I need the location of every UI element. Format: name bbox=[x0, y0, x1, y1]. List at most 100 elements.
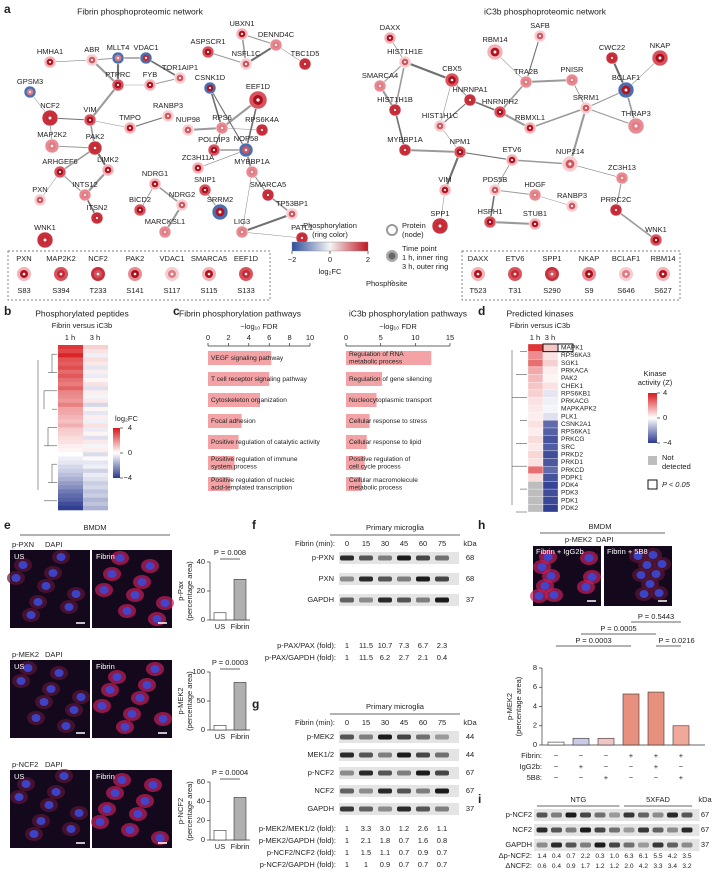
node-center bbox=[528, 126, 532, 130]
heatmap-cell bbox=[542, 496, 559, 505]
nucleus bbox=[130, 591, 140, 599]
x-tick-label: US bbox=[215, 622, 225, 631]
heatmap-cell bbox=[527, 366, 544, 375]
ratio-value: 0.9 bbox=[380, 860, 390, 869]
network-edge bbox=[494, 189, 536, 196]
node-center bbox=[584, 106, 588, 110]
site-protein: VDAC1 bbox=[159, 254, 184, 263]
blot-band bbox=[536, 827, 548, 833]
node-label: ZC3H13 bbox=[608, 163, 636, 172]
ratio-value: 0.4 bbox=[552, 853, 561, 860]
panel-title: Fibrin phosphorylation pathways bbox=[179, 308, 301, 318]
heatmap-cell bbox=[83, 394, 108, 399]
ratio-value: 3.4 bbox=[668, 863, 677, 870]
blot-band bbox=[638, 842, 649, 848]
heatmap-cell bbox=[58, 373, 83, 379]
heatmap-cell bbox=[542, 427, 559, 436]
node-center bbox=[488, 220, 492, 224]
kinase-label: RPS6KA1 bbox=[561, 429, 591, 436]
heatmap-cell bbox=[83, 477, 108, 482]
image-label: US bbox=[14, 662, 24, 671]
nucleus bbox=[543, 553, 553, 561]
x-tick-label: 8 bbox=[288, 333, 292, 342]
nucleus bbox=[642, 561, 652, 569]
node-label: HIST1H1C bbox=[422, 111, 459, 120]
time-label: Fibrin (min): bbox=[295, 718, 335, 727]
pathway-label: cell cycle process bbox=[349, 464, 401, 471]
node-label: WNK1 bbox=[34, 223, 56, 232]
site-label: S117 bbox=[164, 286, 181, 295]
kda-value: 67 bbox=[466, 786, 474, 795]
kinase-label: PRKD2 bbox=[561, 451, 583, 458]
bar bbox=[346, 372, 383, 386]
blot bbox=[534, 809, 700, 821]
node-label: NDRG2 bbox=[169, 190, 195, 199]
blot-band bbox=[435, 555, 449, 561]
heatmap-cell bbox=[83, 501, 108, 507]
axis-label: −log₁₀ FDR bbox=[379, 322, 417, 331]
node-label: ARHGEF6 bbox=[42, 157, 77, 166]
blot-band bbox=[580, 827, 591, 833]
bar bbox=[233, 797, 247, 841]
bar bbox=[208, 351, 272, 365]
heatmap-cell bbox=[542, 488, 559, 497]
heatmap-cell bbox=[83, 378, 108, 383]
colorbar-label: log₂FC bbox=[115, 414, 139, 423]
x-tick-label: 10 bbox=[306, 333, 314, 342]
band-label: p-NCF2 bbox=[308, 768, 334, 777]
heatmap-cell bbox=[58, 452, 83, 457]
heatmap-cell bbox=[58, 505, 83, 511]
node-label: MYBBP1A bbox=[387, 135, 422, 144]
nucleus bbox=[99, 586, 109, 594]
legend-title: (ring color) bbox=[312, 230, 348, 239]
heatmap-cell bbox=[83, 468, 108, 474]
site-label: S9 bbox=[584, 286, 593, 295]
node-center bbox=[138, 208, 142, 212]
blot-band bbox=[565, 827, 577, 833]
node-center bbox=[498, 110, 502, 114]
node-center bbox=[654, 238, 658, 242]
time-value: 0 bbox=[345, 718, 349, 727]
column-label: 1 h bbox=[530, 333, 540, 342]
y-label-group: p-NCF2 (percentage area) bbox=[176, 781, 194, 841]
network-edge bbox=[568, 107, 588, 165]
nucleus bbox=[31, 714, 41, 722]
x-tick-label: 4 bbox=[247, 333, 251, 342]
site-center bbox=[244, 272, 248, 276]
network-edge bbox=[499, 81, 527, 113]
site-center bbox=[59, 272, 63, 276]
panel-header: BMDM bbox=[589, 522, 612, 531]
heatmap-cell bbox=[83, 493, 108, 498]
time-value: 15 bbox=[362, 539, 370, 548]
site-label: S115 bbox=[201, 286, 218, 295]
ratio-value: 0.7 bbox=[399, 848, 409, 857]
nucleus bbox=[18, 561, 28, 569]
blot-band bbox=[359, 788, 373, 794]
kda-value: 68 bbox=[466, 574, 474, 583]
node-label: HIST1H1E bbox=[387, 47, 423, 56]
blot-band bbox=[435, 576, 449, 582]
nucleus bbox=[117, 776, 127, 784]
blot-band bbox=[378, 555, 392, 561]
time-value: 15 bbox=[362, 718, 370, 727]
heatmap-cell bbox=[58, 415, 83, 420]
time-value: 0 bbox=[345, 539, 349, 548]
node-center bbox=[88, 118, 92, 122]
node-label: TRA2B bbox=[514, 67, 538, 76]
site-label: S627 bbox=[654, 286, 672, 295]
blot-band bbox=[340, 734, 354, 740]
condition-sign: + bbox=[654, 751, 659, 760]
y-label-group: p-MEK2 (percentage area) bbox=[176, 671, 194, 731]
site-protein: PXN bbox=[16, 254, 31, 263]
kinase-label: PRKACA bbox=[561, 367, 589, 374]
band-label: p-NCF2 bbox=[506, 810, 532, 819]
stain-label: DAPI bbox=[596, 535, 614, 544]
kda-value: 67 bbox=[466, 768, 474, 777]
blot-band bbox=[580, 812, 591, 818]
nucleus bbox=[145, 562, 155, 570]
ratio-value: 0.9 bbox=[566, 863, 575, 870]
ratio-value: 0.7 bbox=[437, 848, 447, 857]
panel-label: g bbox=[252, 697, 259, 711]
time-value: 45 bbox=[400, 539, 408, 548]
network-edge bbox=[49, 59, 93, 63]
